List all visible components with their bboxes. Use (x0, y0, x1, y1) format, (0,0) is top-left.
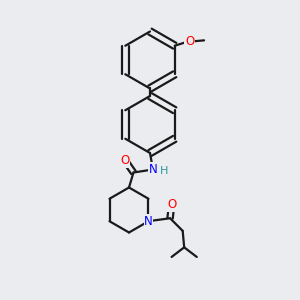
Text: H: H (160, 166, 169, 176)
Text: O: O (121, 154, 130, 167)
Text: O: O (185, 35, 194, 48)
Text: N: N (148, 163, 158, 176)
Text: N: N (144, 215, 153, 228)
Text: O: O (167, 198, 176, 211)
